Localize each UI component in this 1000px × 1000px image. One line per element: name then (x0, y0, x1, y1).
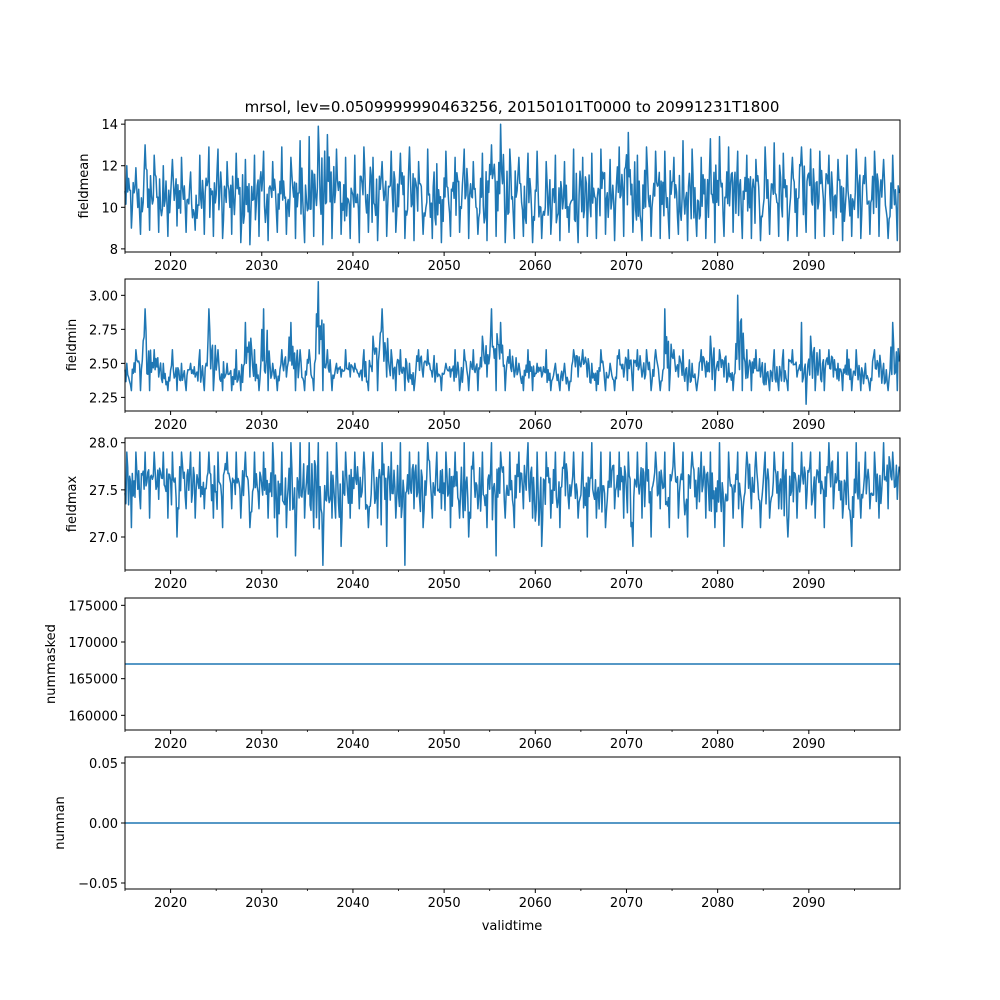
x-tick-label-numnan: 2090 (792, 896, 825, 911)
y-tick-label-fieldmax: 27.5 (89, 484, 118, 499)
x-tick-label-nummasked: 2090 (792, 737, 825, 752)
y-tick-label-fieldmin: 3.00 (89, 289, 118, 304)
x-tick-label-nummasked: 2030 (245, 737, 278, 752)
x-tick-label-fieldmax: 2090 (792, 577, 825, 592)
y-tick-label-numnan: 0.05 (89, 757, 118, 772)
x-tick-label-fieldmin: 2040 (336, 418, 369, 433)
x-axis-label: validtime (482, 919, 543, 934)
x-tick-label-fieldmax: 2070 (610, 577, 643, 592)
x-tick-label-fieldmean: 2020 (154, 259, 187, 274)
y-axis-label-nummasked: nummasked (44, 624, 59, 704)
axes-frame-fieldmax (124, 437, 901, 571)
x-tick-label-fieldmin: 2080 (701, 418, 734, 433)
panel-fieldmin: 2.25 2.50 2.75 3.00 fieldmin 2020 2030 2040 2050… (65, 278, 901, 433)
x-tick-label-numnan: 2040 (336, 896, 369, 911)
y-tick-label-numnan: −0.05 (78, 877, 118, 892)
y-tick-label-fieldmin: 2.75 (89, 323, 118, 338)
x-tick-label-numnan: 2080 (701, 896, 734, 911)
y-tick-label-nummasked: 160000 (68, 709, 118, 724)
x-tick-label-nummasked: 2080 (701, 737, 734, 752)
y-tick-label-fieldmax: 27.0 (89, 531, 118, 546)
y-tick-label-fieldmean: 14 (101, 118, 118, 133)
x-tick-label-nummasked: 2070 (610, 737, 643, 752)
x-tick-label-fieldmean: 2040 (336, 259, 369, 274)
x-tick-label-nummasked: 2020 (154, 737, 187, 752)
y-tick-label-nummasked: 175000 (68, 599, 118, 614)
x-tick-label-numnan: 2030 (245, 896, 278, 911)
y-tick-label-numnan: 0.00 (89, 817, 118, 832)
y-axis-label-fieldmin: fieldmin (65, 319, 80, 372)
x-tick-label-fieldmax: 2080 (701, 577, 734, 592)
y-tick-label-nummasked: 165000 (68, 673, 118, 688)
x-tick-label-nummasked: 2040 (336, 737, 369, 752)
x-tick-label-fieldmean: 2030 (245, 259, 278, 274)
axes-frame-nummasked (124, 597, 901, 731)
y-tick-label-fieldmax: 28.0 (89, 437, 118, 452)
x-tick-label-fieldmin: 2030 (245, 418, 278, 433)
y-tick-label-fieldmean: 10 (101, 201, 118, 216)
chart-title: mrsol, lev=0.0509999990463256, 20150101T… (245, 98, 780, 116)
x-tick-label-nummasked: 2060 (519, 737, 552, 752)
axes-frame-fieldmean (124, 119, 901, 253)
panels: 8 10 12 14 fieldmean 2020 2030 2040 2050 2060 2070… (44, 118, 901, 911)
y-tick-label-fieldmean: 12 (101, 160, 118, 175)
x-tick-label-numnan: 2070 (610, 896, 643, 911)
x-tick-label-fieldmax: 2040 (336, 577, 369, 592)
series-line-fieldmax (124, 441, 900, 567)
panel-numnan: −0.05 0.00 0.05 numnan 2020 2030 2040 2050 2060 2… (53, 756, 901, 911)
x-tick-label-fieldmin: 2070 (610, 418, 643, 433)
panel-fieldmax: 27.0 27.5 28.0 fieldmax 2020 2030 2040 2050 2060… (65, 437, 901, 592)
x-tick-label-numnan: 2060 (519, 896, 552, 911)
y-axis-label-fieldmax: fieldmax (65, 476, 80, 533)
y-tick-label-nummasked: 170000 (68, 636, 118, 651)
x-tick-label-fieldmean: 2070 (610, 259, 643, 274)
y-axis-label-numnan: numnan (53, 796, 68, 850)
y-axis-label-fieldmean: fieldmean (77, 154, 92, 219)
x-tick-label-fieldmin: 2020 (154, 418, 187, 433)
x-tick-label-fieldmean: 2090 (792, 259, 825, 274)
panel-nummasked: 160000 165000 170000 175000 nummasked 2020 203… (44, 597, 901, 752)
x-tick-label-fieldmax: 2060 (519, 577, 552, 592)
series-line-fieldmean (124, 123, 900, 246)
y-tick-label-fieldmin: 2.50 (89, 357, 118, 372)
x-tick-label-fieldmax: 2050 (428, 577, 461, 592)
x-tick-label-nummasked: 2050 (428, 737, 461, 752)
panel-fieldmean: 8 10 12 14 fieldmean 2020 2030 2040 2050 2060 2070… (77, 118, 901, 274)
x-tick-label-fieldmin: 2050 (428, 418, 461, 433)
axes-frame-fieldmin (124, 278, 901, 412)
x-tick-label-fieldmin: 2060 (519, 418, 552, 433)
y-tick-label-fieldmin: 2.25 (89, 391, 118, 406)
x-tick-label-fieldmax: 2030 (245, 577, 278, 592)
x-tick-label-fieldmean: 2080 (701, 259, 734, 274)
y-tick-label-fieldmean: 8 (110, 243, 118, 258)
x-tick-label-numnan: 2050 (428, 896, 461, 911)
x-tick-label-fieldmean: 2050 (428, 259, 461, 274)
x-tick-label-fieldmean: 2060 (519, 259, 552, 274)
x-tick-label-fieldmin: 2090 (792, 418, 825, 433)
x-tick-label-numnan: 2020 (154, 896, 187, 911)
series-line-fieldmin (124, 280, 900, 405)
x-tick-label-fieldmax: 2020 (154, 577, 187, 592)
